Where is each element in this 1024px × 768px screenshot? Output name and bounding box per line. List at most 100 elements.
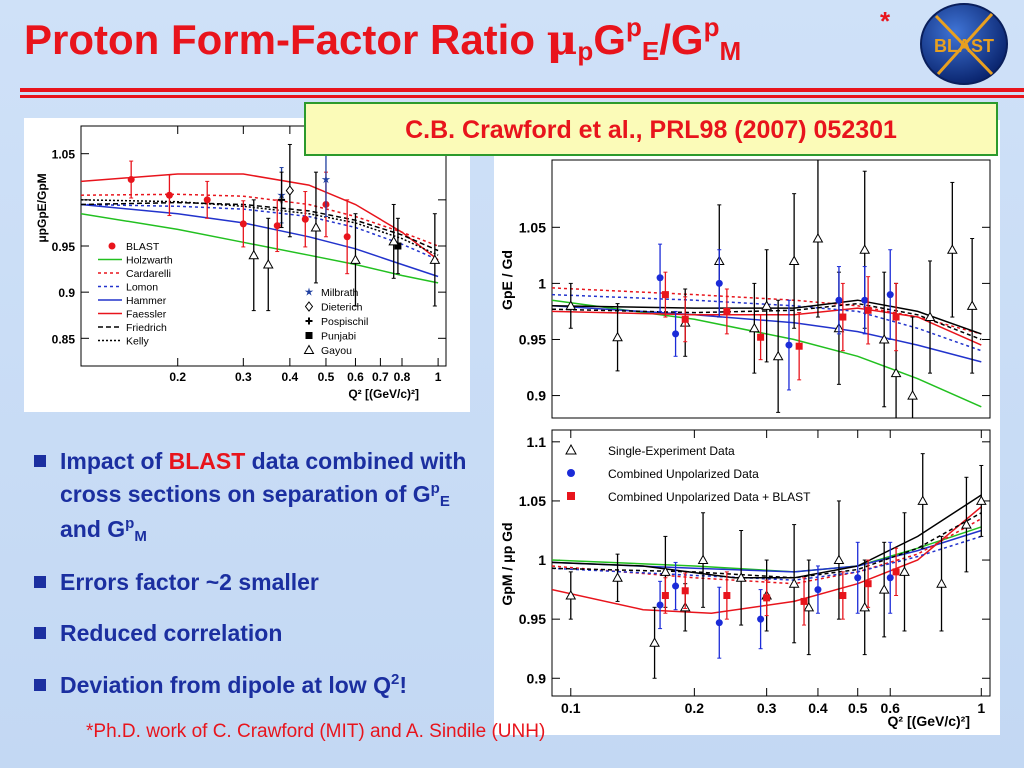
model-curve xyxy=(552,299,982,408)
bullet-correlation-text: Reduced correlation xyxy=(60,620,283,647)
data-point xyxy=(656,601,664,609)
y-tick-label: 1 xyxy=(538,275,546,291)
title-mu: μ xyxy=(546,15,578,64)
data-point xyxy=(612,331,623,342)
data-point xyxy=(961,519,972,529)
data-point xyxy=(723,307,731,315)
data-point xyxy=(612,572,623,582)
legend-marker xyxy=(305,317,313,325)
model-curve xyxy=(552,535,982,581)
x-axis-label: Q² [(GeV/c)²] xyxy=(888,713,970,729)
data-point xyxy=(350,254,361,264)
bullet-impact-sup2: p xyxy=(125,515,135,533)
y-tick-label: 1 xyxy=(538,552,546,568)
model-curve xyxy=(552,529,982,573)
logo-text: BLAST xyxy=(934,36,994,56)
legend-label: Milbrath xyxy=(321,287,359,299)
data-point xyxy=(273,222,281,230)
data-point xyxy=(814,586,822,594)
model-curve xyxy=(81,201,439,252)
data-point xyxy=(715,279,723,287)
y-tick-label: 1.05 xyxy=(519,493,546,509)
form-factor-charts-panel: 0.9 0.95 1 1.05 GpE / Gd 0.9 0.95 1 1.05 1.1 0.1 0… xyxy=(494,120,1000,735)
legend-marker xyxy=(303,344,315,354)
bullet-impact-mid: data combined with cross sections on sep… xyxy=(60,448,467,508)
data-point xyxy=(681,587,689,595)
data-point xyxy=(788,578,800,588)
bullet-blast-highlight: BLAST xyxy=(168,448,246,474)
bullet-deviation-text: Deviation from dipole at low Q xyxy=(60,671,391,698)
data-point xyxy=(301,215,309,223)
data-point xyxy=(878,584,890,594)
footnote: *Ph.D. work of C. Crawford (MIT) and A. … xyxy=(86,721,546,742)
data-point xyxy=(924,311,936,322)
legend-marker xyxy=(567,469,575,477)
bullet-impact-pre: Impact of xyxy=(60,448,169,474)
legend-label: Combined Unpolarized Data + BLAST xyxy=(608,490,811,504)
x-tick-label: 0.1 xyxy=(561,700,581,716)
data-point xyxy=(757,333,765,341)
legend-label: Punjabi xyxy=(321,331,356,343)
data-point xyxy=(800,597,808,605)
data-point xyxy=(788,255,800,265)
bullet-square-icon xyxy=(34,678,46,691)
data-point xyxy=(310,222,322,232)
bullet-impact: Impact of BLAST data combined with cross… xyxy=(30,445,480,548)
x-tick-label: 0.2 xyxy=(685,700,705,716)
data-point xyxy=(772,350,784,361)
legend-marker xyxy=(304,301,314,312)
title-rule-2 xyxy=(20,95,1024,98)
data-point xyxy=(833,554,845,565)
data-point xyxy=(795,342,803,350)
title-slash: /G xyxy=(659,16,704,63)
data-point xyxy=(672,582,680,590)
legend-label: Lomon xyxy=(126,282,158,294)
data-point xyxy=(835,296,843,304)
y-tick-label: 1.1 xyxy=(527,434,547,450)
legend-label: Combined Unpolarized Data xyxy=(608,467,759,481)
y-tick-label: 0.9 xyxy=(527,388,547,404)
data-point xyxy=(388,235,400,246)
ratio-chart: 0.85 0.9 0.95 1.05 0.2 0.3 0.4 0.5 0.6 0.7 0.8 1 μpG… xyxy=(35,125,447,401)
model-curve xyxy=(81,173,439,261)
y-tick-label: 0.85 xyxy=(52,332,76,346)
data-point xyxy=(203,196,211,204)
data-point xyxy=(936,578,947,588)
legend-marker xyxy=(305,332,313,339)
data-point xyxy=(899,566,910,576)
x-tick-label: 0.4 xyxy=(282,370,299,384)
legend-label: Cardarelli xyxy=(126,268,171,280)
blast-logo: BLAST xyxy=(920,3,1008,85)
data-point xyxy=(649,637,660,647)
data-point xyxy=(946,244,958,254)
x-tick-label: 0.6 xyxy=(347,370,364,384)
data-point xyxy=(761,300,773,310)
data-point xyxy=(803,601,815,612)
data-point xyxy=(394,242,402,250)
data-point xyxy=(859,244,871,254)
legend-label: Single-Experiment Data xyxy=(608,444,735,458)
bullet-errors: Errors factor ~2 smaller xyxy=(30,566,480,599)
data-point xyxy=(672,330,680,338)
plot-area xyxy=(81,142,441,312)
data-point xyxy=(735,572,747,582)
data-point xyxy=(757,615,765,623)
data-point xyxy=(565,589,577,600)
y-axis-label: GpE / Gd xyxy=(499,250,515,310)
data-point xyxy=(861,296,869,304)
legend-marker xyxy=(565,443,577,455)
data-point xyxy=(285,185,294,196)
x-tick-label: 0.8 xyxy=(394,370,411,384)
data-point xyxy=(661,291,669,299)
x-tick-label: 0.2 xyxy=(169,370,186,384)
title-rule xyxy=(20,88,1024,92)
bullet-square-icon xyxy=(34,575,46,588)
x-tick-label: 0.5 xyxy=(318,370,335,384)
data-point xyxy=(864,580,872,588)
data-point xyxy=(890,367,902,378)
data-point xyxy=(785,341,793,349)
title-g1: G xyxy=(593,16,626,63)
y-tick-label: 0.95 xyxy=(519,331,546,347)
data-point xyxy=(878,333,890,344)
